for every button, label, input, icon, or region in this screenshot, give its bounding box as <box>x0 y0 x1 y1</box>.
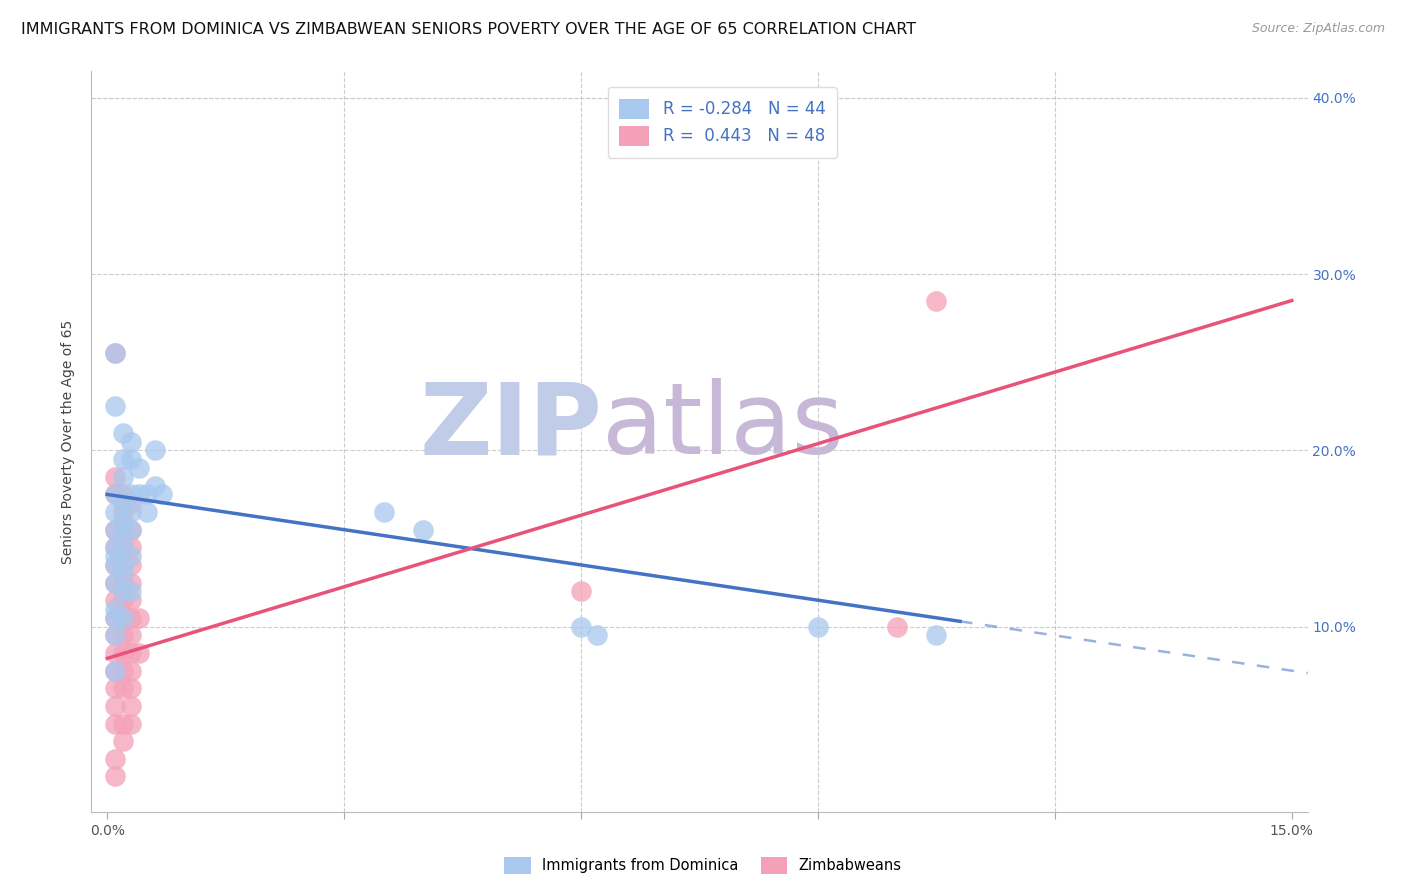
Point <box>120 575 142 590</box>
Point <box>104 541 127 555</box>
Point <box>104 593 127 607</box>
Point <box>104 549 127 563</box>
Point <box>111 575 134 590</box>
Point <box>104 628 127 642</box>
Point <box>585 628 607 642</box>
Point <box>104 575 127 590</box>
Point <box>135 505 157 519</box>
Point <box>111 734 134 748</box>
Point <box>120 487 142 501</box>
Point <box>120 541 142 555</box>
Point <box>120 611 142 625</box>
Point <box>111 628 134 642</box>
Point <box>104 769 127 783</box>
Point <box>111 425 134 440</box>
Point <box>120 496 142 510</box>
Point <box>104 346 127 360</box>
Point <box>128 611 150 625</box>
Point <box>111 611 134 625</box>
Point <box>104 628 127 642</box>
Point <box>104 752 127 766</box>
Point <box>120 434 142 449</box>
Point <box>135 487 157 501</box>
Point <box>104 575 127 590</box>
Point <box>111 496 134 510</box>
Point <box>104 346 127 360</box>
Point <box>111 584 134 599</box>
Point <box>120 523 142 537</box>
Point <box>111 681 134 696</box>
Point <box>104 399 127 413</box>
Point <box>111 558 134 572</box>
Point <box>104 646 127 660</box>
Point <box>104 558 127 572</box>
Point <box>120 664 142 678</box>
Point <box>104 487 127 501</box>
Point <box>111 505 134 519</box>
Point <box>128 461 150 475</box>
Point <box>120 681 142 696</box>
Point <box>128 487 150 501</box>
Point <box>120 558 142 572</box>
Point <box>120 584 142 599</box>
Point <box>120 628 142 642</box>
Point <box>120 646 142 660</box>
Point <box>104 541 127 555</box>
Point <box>111 523 134 537</box>
Point <box>120 505 142 519</box>
Point <box>104 487 127 501</box>
Point <box>104 698 127 713</box>
Point <box>925 293 948 308</box>
Point <box>111 452 134 467</box>
Text: IMMIGRANTS FROM DOMINICA VS ZIMBABWEAN SENIORS POVERTY OVER THE AGE OF 65 CORREL: IMMIGRANTS FROM DOMINICA VS ZIMBABWEAN S… <box>21 22 917 37</box>
Point <box>104 611 127 625</box>
Point <box>569 584 592 599</box>
Point <box>143 443 166 458</box>
Point <box>111 716 134 731</box>
Point <box>120 452 142 467</box>
Point <box>104 470 127 484</box>
Point <box>104 611 127 625</box>
Point <box>111 593 134 607</box>
Point <box>111 470 134 484</box>
Point <box>104 558 127 572</box>
Point <box>104 664 127 678</box>
Point <box>104 681 127 696</box>
Point <box>111 646 134 660</box>
Point <box>143 478 166 492</box>
Point <box>373 505 395 519</box>
Point <box>111 541 134 555</box>
Point <box>120 549 142 563</box>
Point <box>104 602 127 616</box>
Point <box>111 487 134 501</box>
Point <box>104 664 127 678</box>
Point <box>120 716 142 731</box>
Point <box>111 541 134 555</box>
Point <box>111 611 134 625</box>
Point <box>886 619 908 633</box>
Point <box>111 514 134 528</box>
Text: atlas: atlas <box>602 378 844 475</box>
Y-axis label: Seniors Poverty Over the Age of 65: Seniors Poverty Over the Age of 65 <box>62 319 76 564</box>
Point <box>569 619 592 633</box>
Point <box>120 698 142 713</box>
Legend: R = -0.284   N = 44, R =  0.443   N = 48: R = -0.284 N = 44, R = 0.443 N = 48 <box>607 87 837 158</box>
Point <box>412 523 434 537</box>
Point <box>128 646 150 660</box>
Point <box>104 716 127 731</box>
Point <box>111 558 134 572</box>
Point <box>104 523 127 537</box>
Text: ZIP: ZIP <box>419 378 602 475</box>
Point <box>120 523 142 537</box>
Point <box>120 593 142 607</box>
Point <box>807 619 830 633</box>
Point <box>104 523 127 537</box>
Legend: Immigrants from Dominica, Zimbabweans: Immigrants from Dominica, Zimbabweans <box>499 851 907 880</box>
Point <box>111 664 134 678</box>
Point <box>111 566 134 581</box>
Text: Source: ZipAtlas.com: Source: ZipAtlas.com <box>1251 22 1385 36</box>
Point <box>104 505 127 519</box>
Point <box>152 487 174 501</box>
Point <box>925 628 948 642</box>
